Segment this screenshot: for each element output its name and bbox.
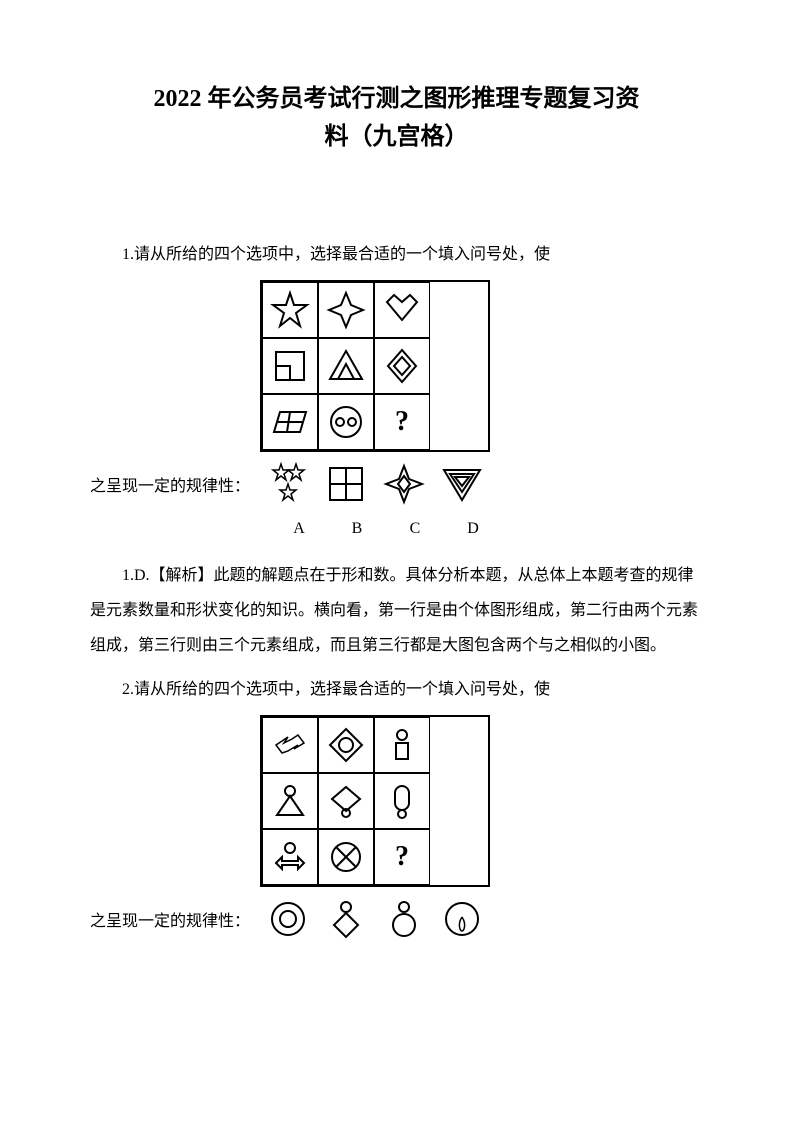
puzzle-2-container: 之呈现一定的规律性： [90,715,703,947]
grid-cell [374,338,430,394]
grid-cell [262,717,318,773]
grid-cell [318,717,374,773]
triangle-in-triangle-icon [326,346,366,386]
title-line-1: 2022 年公务员考试行测之图形推理专题复习资 [90,80,703,118]
circle-in-diamond-icon [326,725,366,765]
star-diamond-icon [382,462,426,506]
option-label-d: D [444,520,502,538]
option-c-cell [376,456,432,512]
rounded-rect-circle-icon [382,781,422,821]
grid-cell [318,829,374,885]
grid-cell [262,394,318,450]
grid-cell [318,282,374,338]
puzzle-1-options [260,456,490,512]
option-label-c: C [386,520,444,538]
question-mark-icon: ? [395,406,409,438]
nested-triangles-icon [440,462,484,506]
grid-cell [374,282,430,338]
puzzle-2-images: ? [260,715,490,947]
star-icon [270,290,310,330]
circle-flame-icon [440,897,484,941]
square-in-square-icon [270,346,310,386]
option-label-a: A [270,520,328,538]
grid-cell [374,773,430,829]
title-line-2: 料（九宫格） [90,118,703,156]
diamond-in-diamond-icon [382,346,422,386]
option-d-cell [434,456,490,512]
two-circles-icon [382,897,426,941]
grid-cell: ? [374,829,430,885]
grid-cell [318,773,374,829]
page-title: 2022 年公务员考试行测之图形推理专题复习资 料（九宫格） [90,80,703,157]
circle-rect-icon [382,725,422,765]
double-circle-icon [266,897,310,941]
grid-cell [262,773,318,829]
puzzle-2-prefix: 之呈现一定的规律性： [90,904,250,947]
option-b-cell [318,891,374,947]
parallelogram-icon [270,402,310,442]
grid-cell: ? [374,394,430,450]
grid-cell [318,394,374,450]
grid-cell [374,717,430,773]
three-stars-icon [266,462,310,506]
option-b-cell [318,456,374,512]
heart-icon [382,290,422,330]
grid-cell [318,338,374,394]
diamond-circle-icon [326,781,366,821]
option-d-cell [434,891,490,947]
option-a-cell [260,456,316,512]
grid-cell [262,829,318,885]
question-1-answer: 1.D.【解析】此题的解题点在于形和数。具体分析本题，从总体上本题考查的规律是元… [90,558,703,664]
circle-dots-icon [326,402,366,442]
option-labels-1: A B C D [270,520,703,538]
puzzle-1-grid: ? [260,280,490,452]
circle-triangle-icon [270,781,310,821]
puzzle-2-options [260,891,490,947]
puzzle-1-images: ? [260,280,490,512]
option-label-b: B [328,520,386,538]
option-a-cell [260,891,316,947]
question-2-text: 2.请从所给的四个选项中，选择最合适的一个填入问号处，使 [90,672,703,707]
circle-diamond-icon [324,897,368,941]
grid-square-icon [324,462,368,506]
option-c-cell [376,891,432,947]
four-point-star-icon [326,290,366,330]
circle-x-icon [326,837,366,877]
question-mark-icon: ? [395,841,409,873]
lightning-icon [270,725,310,765]
grid-cell [262,282,318,338]
circle-arrows-icon [270,837,310,877]
puzzle-1-container: 之呈现一定的规律性： [90,280,703,512]
puzzle-1-prefix: 之呈现一定的规律性： [90,469,250,512]
grid-cell [262,338,318,394]
question-1-text: 1.请从所给的四个选项中，选择最合适的一个填入问号处，使 [90,237,703,272]
puzzle-2-grid: ? [260,715,490,887]
